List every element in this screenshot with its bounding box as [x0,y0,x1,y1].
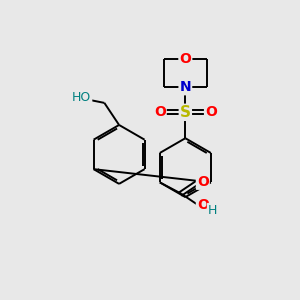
Text: O: O [154,105,166,119]
Text: O: O [197,198,209,212]
Text: H: H [208,204,217,217]
Text: HO: HO [72,91,91,104]
Text: O: O [179,52,191,66]
Text: O: O [205,105,217,119]
Text: O: O [197,175,209,189]
Text: S: S [180,105,191,120]
Text: N: N [179,80,191,94]
